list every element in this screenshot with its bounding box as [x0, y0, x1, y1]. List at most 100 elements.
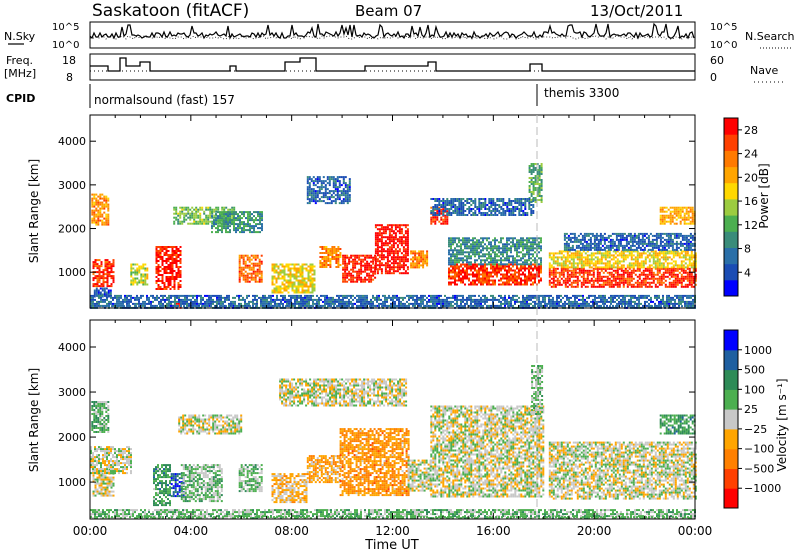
range-cell — [275, 277, 278, 280]
range-cell — [628, 279, 631, 282]
range-cell — [687, 246, 690, 249]
range-cell — [260, 270, 263, 273]
range-cell — [410, 252, 413, 255]
range-cell — [528, 191, 531, 193]
range-cell — [183, 220, 186, 223]
range-cell — [171, 254, 174, 256]
range-cell — [470, 269, 472, 272]
range-cell — [530, 263, 532, 266]
range-cell — [605, 244, 608, 247]
range-cell — [458, 241, 460, 244]
range-cell — [207, 216, 210, 219]
range-cell — [301, 265, 304, 268]
range-cell — [179, 246, 182, 248]
range-cell — [95, 291, 98, 294]
range-cell — [366, 254, 369, 257]
range-cell — [169, 266, 172, 268]
range-cell — [331, 246, 334, 248]
range-cell — [205, 206, 208, 209]
range-cell — [362, 264, 365, 267]
range-cell — [136, 273, 139, 276]
range-cell — [484, 247, 486, 250]
range-cell — [486, 281, 488, 284]
range-cell — [382, 258, 385, 261]
range-cell — [256, 256, 259, 259]
range-cell — [446, 210, 449, 213]
range-cell — [634, 269, 637, 272]
range-cell — [659, 234, 662, 237]
range-cell — [312, 188, 315, 191]
range-cell — [502, 259, 504, 262]
range-cell — [440, 208, 443, 211]
range-cell — [155, 276, 158, 278]
range-cell — [243, 221, 245, 224]
range-cell — [623, 232, 626, 235]
range-cell — [669, 206, 672, 209]
range-cell — [112, 279, 115, 282]
range-cell — [510, 263, 512, 266]
range-cell — [646, 275, 649, 278]
range-cell — [667, 240, 670, 243]
range-cell — [568, 254, 571, 257]
range-cell — [450, 255, 452, 258]
range-cell — [610, 273, 613, 276]
range-cell — [550, 277, 553, 280]
range-cell — [245, 217, 247, 220]
range-cell — [260, 276, 263, 279]
range-cell — [666, 262, 669, 265]
range-cell — [588, 254, 591, 257]
range-cell — [482, 281, 484, 284]
range-cell — [97, 209, 100, 212]
range-cell — [502, 251, 504, 254]
range-cell — [562, 273, 565, 276]
range-cell — [247, 221, 249, 224]
range-cell — [480, 273, 482, 276]
range-cell — [468, 251, 470, 254]
range-cell — [98, 267, 101, 270]
range-cell — [414, 250, 417, 253]
range-cell — [532, 243, 534, 246]
range-cell — [442, 220, 445, 223]
range-cell — [354, 258, 357, 261]
range-cell — [245, 229, 247, 232]
range-cell — [254, 280, 257, 283]
range-cell — [486, 208, 489, 210]
range-cell — [498, 255, 500, 258]
range-cell — [251, 227, 253, 230]
range-cell — [654, 266, 657, 269]
range-cell — [366, 262, 369, 265]
range-cell — [686, 250, 689, 253]
range-cell — [223, 211, 225, 214]
range-cell — [462, 275, 464, 278]
range-cell — [109, 293, 112, 296]
range-cell — [474, 259, 476, 262]
range-cell — [690, 250, 693, 253]
range-cell — [100, 261, 103, 264]
range-cell — [679, 212, 682, 215]
range-cell — [472, 267, 474, 270]
range-cell — [330, 178, 333, 181]
range-cell — [106, 283, 109, 286]
range-cell — [599, 236, 602, 239]
range-cell — [193, 222, 196, 225]
range-cell — [540, 181, 543, 183]
range-cell — [322, 196, 325, 199]
range-cell — [386, 236, 389, 239]
range-cell — [504, 247, 506, 250]
range-cell — [658, 269, 661, 272]
range-cell — [348, 272, 351, 275]
range-cell — [366, 266, 369, 269]
range-cell — [494, 212, 497, 214]
range-cell — [506, 255, 508, 258]
range-cell — [342, 280, 345, 283]
range-cell — [647, 236, 650, 239]
range-cell — [660, 283, 663, 286]
range-cell — [673, 236, 676, 239]
range-cell — [283, 283, 286, 286]
range-cell — [576, 275, 579, 278]
range-cell — [646, 281, 649, 284]
range-cell — [658, 281, 661, 284]
range-cell — [673, 216, 676, 219]
range-cell — [303, 283, 306, 286]
range-cell — [678, 256, 681, 259]
